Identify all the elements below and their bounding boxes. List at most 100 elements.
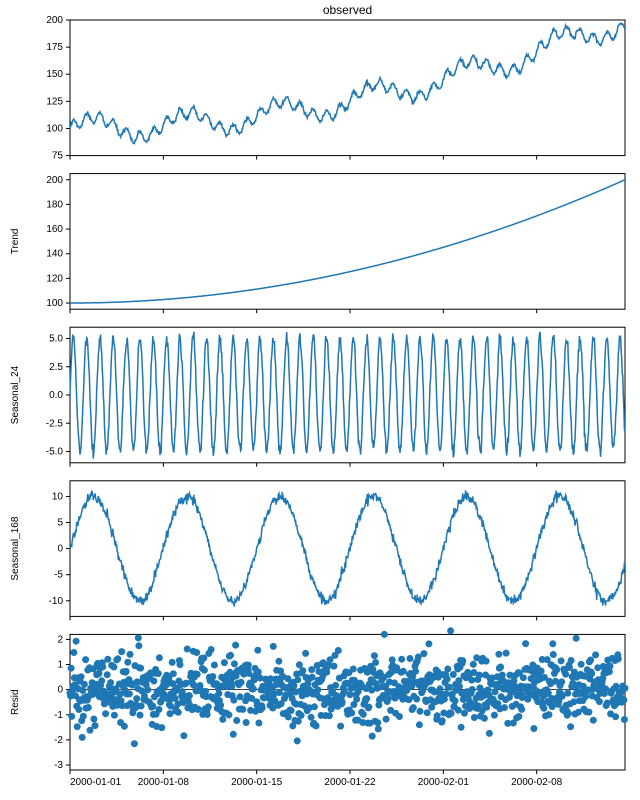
resid-point <box>549 640 556 647</box>
resid-point <box>74 723 81 730</box>
resid-point <box>585 709 592 716</box>
resid-point <box>335 647 342 654</box>
resid-point <box>217 702 224 709</box>
resid-point <box>471 714 478 721</box>
resid-point <box>444 666 451 673</box>
resid-point <box>410 704 417 711</box>
resid-point <box>92 722 99 729</box>
resid-point <box>446 684 453 691</box>
resid-point <box>622 685 629 692</box>
ytick-label: 180 <box>46 199 63 210</box>
resid-point <box>299 667 306 674</box>
resid-point <box>456 683 463 690</box>
resid-point <box>250 685 257 692</box>
resid-point <box>447 627 454 634</box>
resid-point <box>374 719 381 726</box>
resid-point <box>298 712 305 719</box>
ytick-label: 200 <box>46 175 63 186</box>
resid-point <box>270 643 277 650</box>
resid-point <box>339 699 346 706</box>
resid-point <box>294 737 301 744</box>
ytick-label: 0 <box>57 685 63 696</box>
resid-point <box>79 687 86 694</box>
resid-point <box>302 650 309 657</box>
resid-point <box>371 652 378 659</box>
ytick-label: 100 <box>46 298 63 309</box>
resid-point <box>110 664 117 671</box>
resid-point <box>497 664 504 671</box>
resid-point <box>407 655 414 662</box>
resid-point <box>313 722 320 729</box>
resid-point <box>126 690 133 697</box>
resid-point <box>186 692 193 699</box>
resid-point <box>518 706 525 713</box>
resid-point <box>237 693 244 700</box>
xtick-label: 2000-01-01 <box>70 777 122 788</box>
resid-point <box>568 657 575 664</box>
resid-point <box>420 650 427 657</box>
resid-point <box>194 671 201 678</box>
resid-point <box>135 634 142 641</box>
resid-point <box>522 640 529 647</box>
ytick-label: 200 <box>46 15 63 26</box>
resid-point <box>491 712 498 719</box>
resid-point <box>620 697 627 704</box>
ytick-label: 150 <box>46 69 63 80</box>
resid-point <box>111 712 118 719</box>
resid-point <box>80 713 87 720</box>
resid-point <box>79 734 86 741</box>
resid-point <box>149 703 156 710</box>
resid-point <box>558 678 565 685</box>
resid-point <box>137 712 144 719</box>
ytick-label: -2 <box>54 735 63 746</box>
resid-point <box>567 723 574 730</box>
resid-point <box>553 666 560 673</box>
resid-point <box>530 725 537 732</box>
resid-point <box>177 661 184 668</box>
figure-title: observed <box>323 3 372 17</box>
resid-point <box>444 676 451 683</box>
resid-point <box>540 705 547 712</box>
resid-point <box>239 706 246 713</box>
resid-point <box>545 711 552 718</box>
resid-point <box>193 649 200 656</box>
resid-point <box>452 697 459 704</box>
resid-point <box>233 717 240 724</box>
resid-point <box>238 679 245 686</box>
resid-point <box>227 652 234 659</box>
ytick-label: 5.0 <box>49 334 63 345</box>
resid-point <box>155 670 162 677</box>
resid-point <box>138 703 145 710</box>
ytick-label: 140 <box>46 249 63 260</box>
resid-point <box>205 703 212 710</box>
ytick-label: -5.0 <box>46 447 64 458</box>
resid-point <box>127 651 134 658</box>
ytick-label: -5 <box>54 570 63 581</box>
resid-point <box>245 662 252 669</box>
ylabel-seasonal168: Seasonal_168 <box>10 516 21 580</box>
resid-point <box>564 690 571 697</box>
resid-point <box>133 695 140 702</box>
resid-point <box>455 707 462 714</box>
xtick-label: 2000-02-08 <box>511 777 563 788</box>
ytick-label: 160 <box>46 224 63 235</box>
resid-point <box>104 656 111 663</box>
panel-frame <box>70 174 625 310</box>
resid-point <box>337 723 344 730</box>
resid-point <box>123 668 130 675</box>
resid-point <box>259 704 266 711</box>
resid-point <box>330 663 337 670</box>
resid-point <box>137 665 144 672</box>
resid-point <box>476 672 483 679</box>
resid-point <box>225 711 232 718</box>
resid-point <box>588 670 595 677</box>
panel-seasonal24: -5.0-2.50.02.55.0Seasonal_24 <box>10 327 625 467</box>
resid-point <box>285 713 292 720</box>
resid-point <box>68 665 75 672</box>
resid-point <box>311 703 318 710</box>
resid-point <box>255 720 262 727</box>
xtick-label: 2000-01-22 <box>324 777 376 788</box>
resid-point <box>612 713 619 720</box>
resid-point <box>314 686 321 693</box>
resid-point <box>332 682 339 689</box>
